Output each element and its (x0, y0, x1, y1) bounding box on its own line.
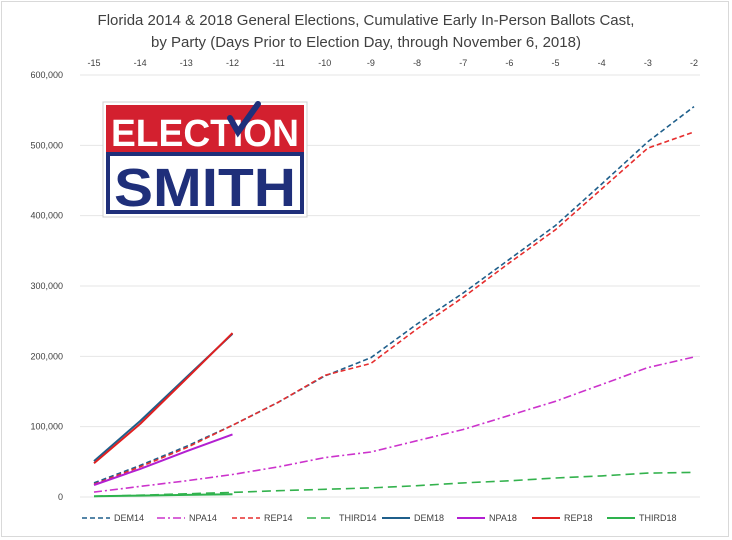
y-tick-label: 400,000 (30, 211, 63, 221)
chart-title: Florida 2014 & 2018 General Elections, C… (0, 10, 732, 54)
series-line-third18 (93, 493, 233, 498)
y-tick-label: 500,000 (30, 140, 63, 150)
series-line-rep14 (93, 131, 695, 486)
logo-text-smith: SMITH (114, 158, 296, 218)
legend-label: THIRD18 (639, 513, 677, 523)
y-axis-ticks: 0 100,000 200,000 300,000 400,000 500,000 600,… (30, 70, 63, 502)
x-tick-label: -2 (690, 58, 698, 68)
series-line-third14 (93, 471, 695, 498)
series-line-dem14 (93, 105, 695, 484)
legend-label: DEM14 (114, 513, 144, 523)
chart-title-line2: by Party (Days Prior to Election Day, th… (151, 34, 581, 51)
legend-label: THIRD14 (339, 513, 377, 523)
series-line-rep18 (93, 332, 234, 464)
x-tick-label: -6 (505, 58, 513, 68)
x-tick-label: -12 (226, 58, 239, 68)
x-tick-label: -10 (318, 58, 331, 68)
y-tick-label: 600,000 (30, 70, 63, 80)
x-tick-label: -15 (87, 58, 100, 68)
legend-label: REP14 (264, 513, 293, 523)
logo-text-election: ELECTION (111, 113, 299, 155)
x-tick-label: -9 (367, 58, 375, 68)
y-tick-label: 0 (58, 492, 63, 502)
x-tick-label: -11 (272, 58, 284, 68)
election-smith-logo: ELECTION SMITH (102, 101, 308, 218)
x-tick-label: -5 (552, 58, 560, 68)
x-tick-label: -3 (644, 58, 652, 68)
x-tick-label: -4 (598, 58, 606, 68)
x-tick-label: -8 (413, 58, 421, 68)
legend: DEM14 NPA14 REP14 THIRD14 DEM18 NPA18 REP18 THI… (82, 513, 677, 523)
series-layer (93, 105, 695, 498)
y-tick-label: 300,000 (30, 281, 63, 291)
checkmark-icon (227, 101, 261, 138)
series-line-npa14 (93, 356, 695, 493)
legend-label: DEM18 (414, 513, 444, 523)
chart-title-line1: Florida 2014 & 2018 General Elections, C… (97, 12, 635, 29)
x-tick-label: -7 (459, 58, 467, 68)
x-tick-label: -13 (180, 58, 193, 68)
series-line-npa18 (93, 433, 233, 486)
y-tick-label: 200,000 (30, 351, 63, 361)
legend-label: NPA18 (489, 513, 517, 523)
y-tick-label: 100,000 (30, 422, 63, 432)
x-axis-ticks: -15 -14 -13 -12 -11 -10 -9 -8 -7 -6 -5 -4 -3 -2 (87, 58, 698, 68)
legend-label: NPA14 (189, 513, 217, 523)
x-tick-label: -14 (134, 58, 147, 68)
legend-label: REP18 (564, 513, 593, 523)
